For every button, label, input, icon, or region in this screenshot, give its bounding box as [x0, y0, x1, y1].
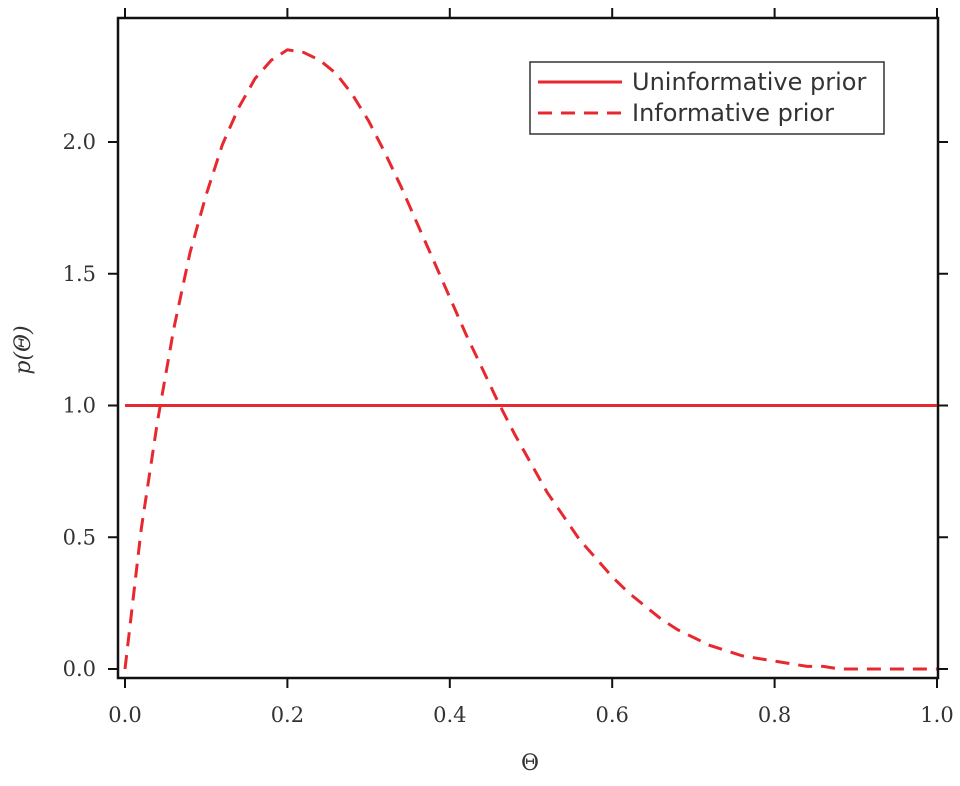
x-tick-label: 0.8 [758, 703, 791, 727]
ticks-layer: 0.0 0.2 0.4 0.6 0.8 1.0 0.0 0.5 1.0 1.5 2.0 [63, 8, 954, 727]
legend: Uninformative prior Informative prior [529, 61, 885, 135]
x-tick-label: 0.0 [108, 703, 141, 727]
y-tick-label: 0.5 [63, 525, 96, 549]
y-tick-label: 0.0 [63, 657, 96, 681]
x-tick-label: 1.0 [920, 703, 953, 727]
y-tick-label: 1.5 [63, 262, 96, 286]
legend-label: Informative prior [632, 99, 834, 127]
legend-box [529, 61, 885, 135]
plot-frame [116, 16, 940, 680]
series-line-informative [123, 48, 937, 671]
x-tick-label: 0.4 [433, 703, 466, 727]
series-layer [123, 48, 937, 671]
x-axis-label: Θ [521, 751, 539, 776]
y-tick-label: 2.0 [63, 130, 96, 154]
x-tick-label: 0.6 [595, 703, 628, 727]
x-tick-label: 0.2 [271, 703, 304, 727]
axis-labels: Θ p(Θ) [11, 325, 539, 776]
y-axis-label: p(Θ) [11, 325, 36, 374]
y-tick-label: 1.0 [63, 394, 96, 418]
legend-label: Uninformative prior [632, 68, 866, 96]
plot-border [116, 16, 940, 680]
